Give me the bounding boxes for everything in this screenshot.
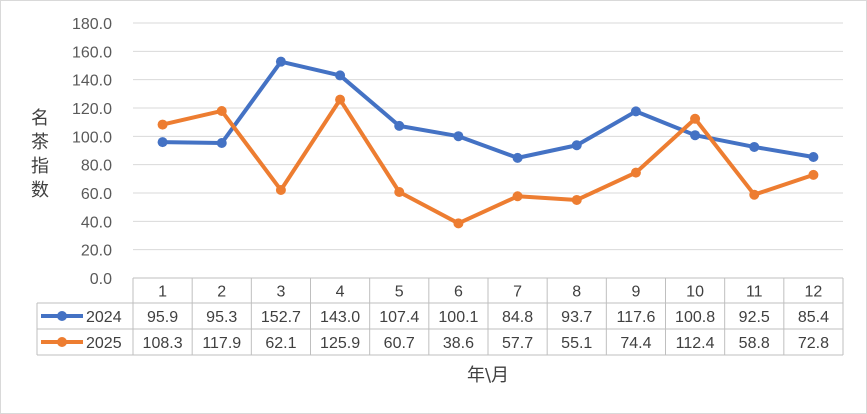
data-point bbox=[512, 191, 523, 202]
data-label: 93.7 bbox=[561, 309, 592, 326]
data-label: 84.8 bbox=[502, 309, 533, 326]
legend-series-name: 2024 bbox=[86, 309, 122, 326]
x-tick-label: 7 bbox=[513, 284, 522, 301]
data-label: 92.5 bbox=[739, 309, 770, 326]
series-line-2024 bbox=[160, 59, 816, 160]
data-point bbox=[275, 56, 286, 67]
data-label: 100.8 bbox=[675, 309, 715, 326]
data-label: 117.6 bbox=[616, 309, 655, 326]
data-label: 152.7 bbox=[261, 309, 301, 326]
y-axis-title: 名茶指数 bbox=[31, 108, 49, 201]
y-tick-label: 80.0 bbox=[81, 158, 112, 175]
x-tick-label: 11 bbox=[746, 284, 763, 301]
x-tick-label: 1 bbox=[158, 284, 167, 301]
data-label: 62.1 bbox=[265, 335, 296, 352]
y-tick-label: 40.0 bbox=[81, 214, 112, 231]
y-tick-label: 180.0 bbox=[72, 16, 112, 33]
data-point bbox=[571, 140, 582, 151]
data-point bbox=[275, 185, 286, 196]
data-label: 85.4 bbox=[798, 309, 829, 326]
legend-series-name: 2025 bbox=[86, 335, 122, 352]
data-label: 107.4 bbox=[379, 309, 419, 326]
data-point bbox=[630, 167, 641, 178]
x-tick-label: 6 bbox=[454, 284, 463, 301]
data-label: 57.7 bbox=[502, 335, 533, 352]
x-tick-label: 2 bbox=[217, 284, 226, 301]
series-line-2025 bbox=[160, 97, 816, 226]
y-tick-label: 160.0 bbox=[72, 44, 112, 61]
data-label: 117.9 bbox=[202, 335, 241, 352]
data-point bbox=[690, 113, 701, 124]
data-point bbox=[690, 130, 701, 141]
legend-key-marker bbox=[57, 311, 67, 321]
data-label: 55.1 bbox=[561, 335, 592, 352]
y-axis-ticks: 0.0 20.0 40.0 60.0 80.0 100.0 120.0 140.0 160.0 1… bbox=[72, 16, 112, 288]
data-point bbox=[630, 106, 641, 117]
y-tick-label: 120.0 bbox=[72, 101, 112, 118]
data-point bbox=[157, 119, 168, 130]
y-tick-label: 20.0 bbox=[81, 243, 112, 260]
data-point bbox=[749, 141, 760, 152]
data-point bbox=[335, 70, 346, 81]
legend-key-marker bbox=[57, 337, 67, 347]
x-tick-label: 9 bbox=[631, 284, 640, 301]
data-label: 100.1 bbox=[438, 309, 478, 326]
data-label: 95.9 bbox=[147, 309, 178, 326]
data-point bbox=[216, 137, 227, 148]
gridlines bbox=[133, 22, 843, 251]
data-point bbox=[571, 194, 582, 205]
x-tick-label: 10 bbox=[686, 284, 704, 301]
data-label: 38.6 bbox=[443, 335, 474, 352]
data-label: 74.4 bbox=[620, 335, 651, 352]
y-tick-label: 60.0 bbox=[81, 186, 112, 203]
y-tick-label: 100.0 bbox=[72, 129, 112, 146]
data-label: 112.4 bbox=[676, 335, 715, 352]
data-label: 58.8 bbox=[739, 335, 770, 352]
data-point bbox=[216, 105, 227, 116]
x-tick-label: 8 bbox=[572, 284, 581, 301]
data-point bbox=[394, 120, 405, 131]
x-axis-title: 年\月 bbox=[467, 365, 509, 386]
data-point bbox=[335, 94, 346, 105]
data-point bbox=[394, 187, 405, 198]
data-label: 95.3 bbox=[206, 309, 237, 326]
data-label: 72.8 bbox=[798, 335, 829, 352]
data-point bbox=[808, 169, 819, 180]
data-point bbox=[749, 189, 760, 200]
x-tick-label: 5 bbox=[395, 284, 404, 301]
y-tick-label: 0.0 bbox=[90, 271, 112, 288]
data-point bbox=[808, 152, 819, 163]
x-tick-label: 4 bbox=[336, 284, 345, 301]
data-label: 125.9 bbox=[320, 335, 360, 352]
data-label: 108.3 bbox=[143, 335, 183, 352]
y-tick-label: 140.0 bbox=[72, 73, 112, 90]
plot-lines bbox=[157, 56, 819, 229]
data-label: 143.0 bbox=[320, 309, 360, 326]
x-tick-label: 3 bbox=[276, 284, 285, 301]
data-point bbox=[512, 152, 523, 163]
data-label: 60.7 bbox=[384, 335, 415, 352]
x-tick-label: 12 bbox=[805, 284, 823, 301]
data-point bbox=[157, 137, 168, 148]
data-point bbox=[453, 131, 464, 142]
data-point bbox=[453, 218, 464, 229]
